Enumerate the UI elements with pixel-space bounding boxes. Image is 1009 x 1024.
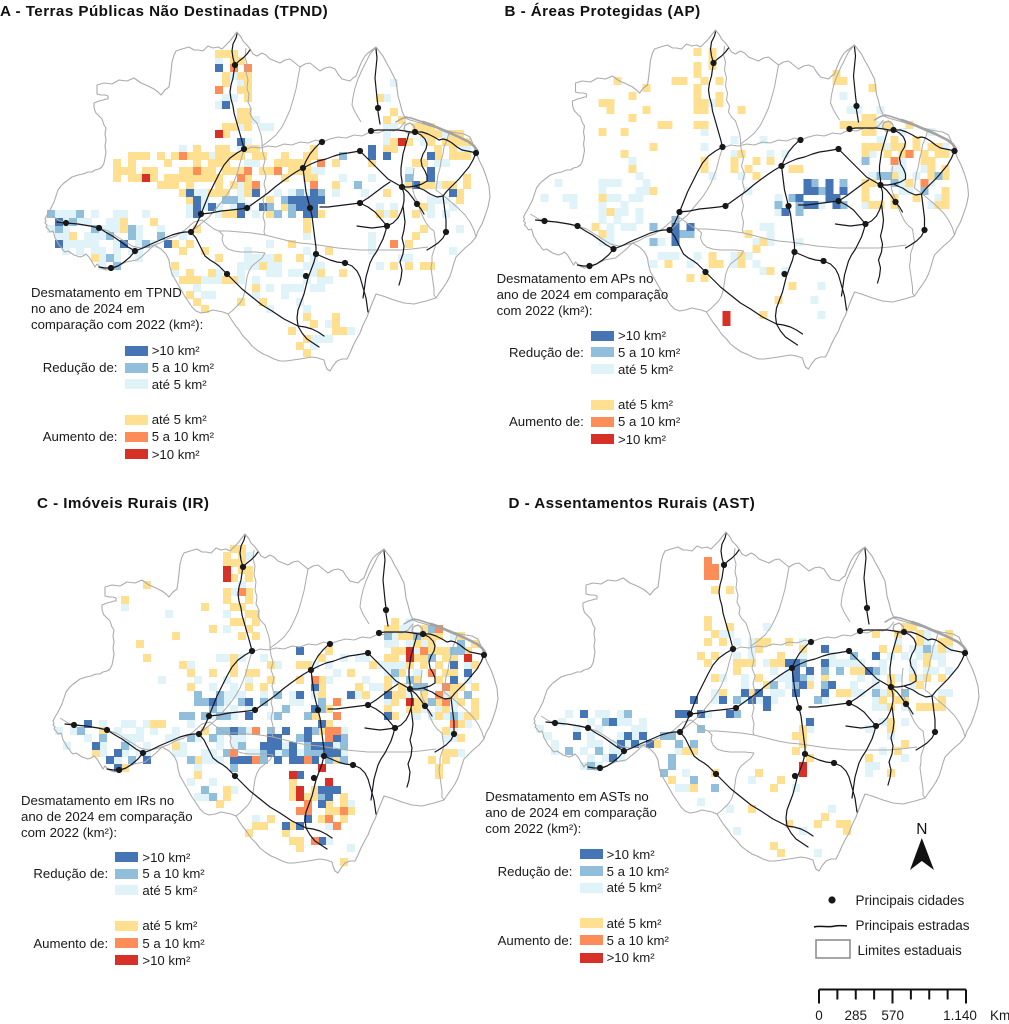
svg-text:N: N <box>916 821 927 838</box>
